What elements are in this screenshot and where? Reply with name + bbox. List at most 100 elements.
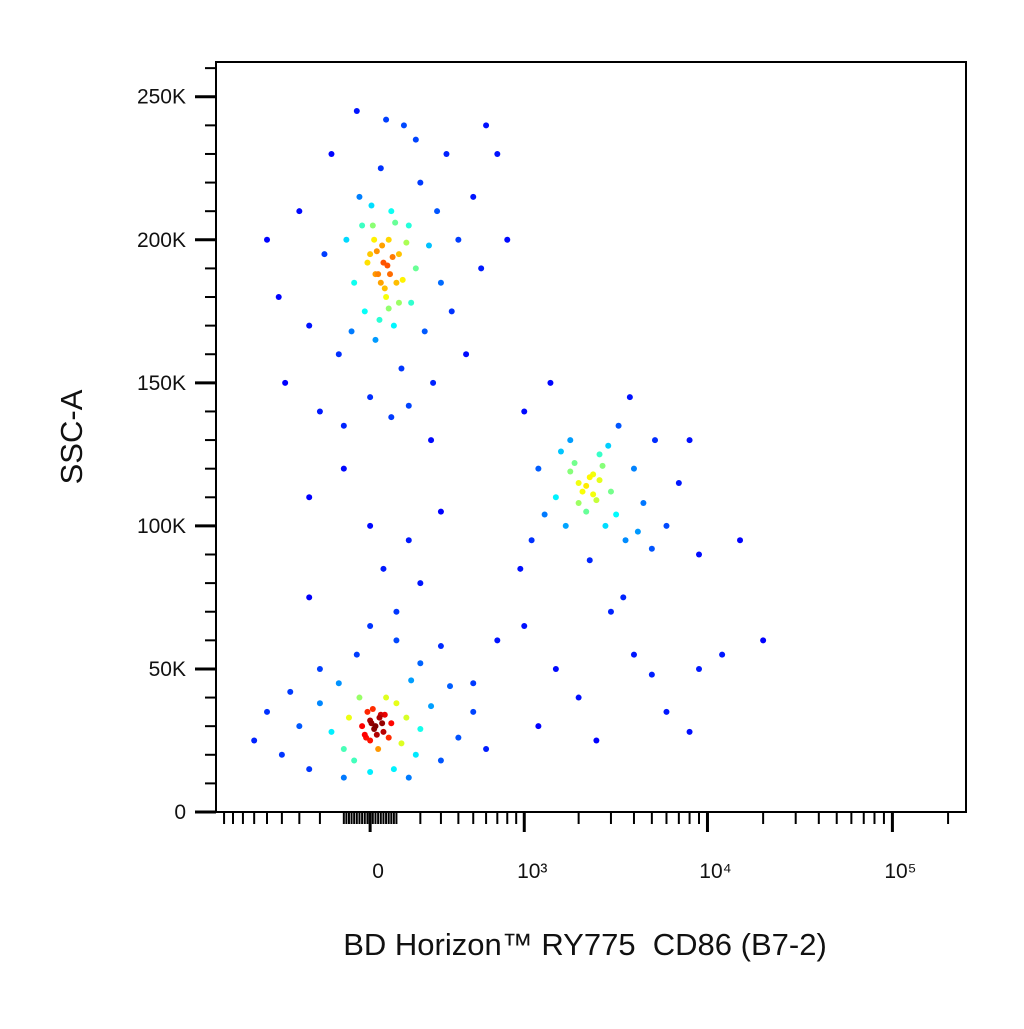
point (296, 723, 303, 730)
point (437, 279, 444, 286)
point (575, 694, 582, 701)
point (443, 150, 450, 157)
point (353, 108, 360, 115)
point (353, 651, 360, 658)
x-tick-label: 10⁴ (699, 860, 731, 883)
point (340, 422, 347, 429)
point (335, 351, 342, 358)
point (455, 236, 462, 243)
point (425, 242, 432, 249)
point (737, 537, 744, 544)
point (373, 248, 380, 255)
point (421, 328, 428, 335)
point (340, 746, 347, 753)
point (593, 737, 600, 744)
point (343, 236, 350, 243)
point (287, 688, 294, 695)
point (364, 259, 371, 266)
point (579, 488, 586, 495)
point (369, 222, 376, 229)
point (470, 708, 477, 715)
point (383, 694, 390, 701)
point (348, 328, 355, 335)
point (494, 150, 501, 157)
point (552, 665, 559, 672)
point (615, 422, 622, 429)
point (517, 565, 524, 572)
point (630, 465, 637, 472)
point (478, 265, 485, 272)
point (571, 459, 578, 466)
point (648, 545, 655, 552)
point (447, 683, 454, 690)
point (686, 728, 693, 735)
point (335, 680, 342, 687)
point (405, 222, 412, 229)
point (648, 671, 655, 678)
point (586, 557, 593, 564)
point (316, 665, 323, 672)
point (567, 437, 574, 444)
x-axis-label: BD Horizon™ RY775 CD86 (B7-2) (343, 927, 827, 962)
point (408, 677, 415, 684)
y-tick-label: 150K (137, 372, 186, 395)
point (630, 651, 637, 658)
point (385, 305, 392, 312)
point (364, 708, 371, 715)
point (383, 294, 390, 301)
point (372, 336, 379, 343)
point (686, 437, 693, 444)
point (663, 522, 670, 529)
point (393, 637, 400, 644)
point (376, 316, 383, 323)
point (377, 279, 384, 286)
point (547, 379, 554, 386)
point (405, 774, 412, 781)
point (388, 208, 395, 215)
point (381, 285, 388, 292)
point (586, 474, 593, 481)
point (626, 394, 633, 401)
point (403, 239, 410, 246)
point (607, 488, 614, 495)
point (282, 379, 289, 386)
point (596, 451, 603, 458)
point (395, 251, 402, 258)
point (251, 737, 258, 744)
point (602, 522, 609, 529)
point (417, 726, 424, 733)
point (535, 723, 542, 730)
point (760, 637, 767, 644)
point (434, 208, 441, 215)
point (417, 660, 424, 667)
point (345, 714, 352, 721)
point (412, 136, 419, 143)
point (379, 242, 386, 249)
point (590, 491, 597, 498)
point (455, 734, 462, 741)
point (504, 236, 511, 243)
point (393, 608, 400, 615)
point (264, 708, 271, 715)
point (375, 271, 382, 278)
point (379, 720, 386, 727)
point (528, 537, 535, 544)
point (340, 465, 347, 472)
point (375, 746, 382, 753)
point (316, 408, 323, 415)
point (437, 508, 444, 515)
point (437, 757, 444, 764)
point (552, 494, 559, 501)
point (367, 522, 374, 529)
point (306, 766, 313, 773)
x-tick-label: 10³ (517, 860, 547, 883)
point (264, 236, 271, 243)
point (620, 594, 627, 601)
point (463, 351, 470, 358)
point (437, 643, 444, 650)
point (367, 623, 374, 630)
point (651, 437, 658, 444)
point (278, 751, 285, 758)
y-tick-label: 200K (137, 229, 186, 252)
